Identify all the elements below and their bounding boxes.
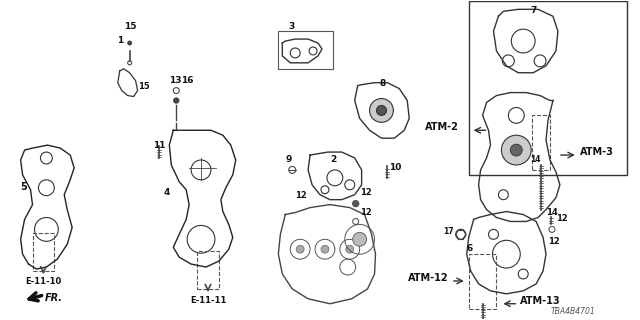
Text: 9: 9 <box>285 155 292 164</box>
Text: 12: 12 <box>360 188 371 197</box>
Bar <box>278 31 333 69</box>
Text: 17: 17 <box>444 227 454 236</box>
Circle shape <box>321 245 329 253</box>
Text: 10: 10 <box>389 163 402 172</box>
Circle shape <box>353 201 358 207</box>
Bar <box>468 1 627 175</box>
Text: ATM-13: ATM-13 <box>520 296 561 306</box>
Circle shape <box>353 232 367 246</box>
Circle shape <box>174 98 179 103</box>
Text: 16: 16 <box>181 76 194 85</box>
Text: ATM-2: ATM-2 <box>425 122 459 132</box>
Circle shape <box>346 245 354 253</box>
Circle shape <box>510 144 522 156</box>
Text: E-11-11: E-11-11 <box>190 296 226 305</box>
Text: 14: 14 <box>531 155 541 164</box>
Circle shape <box>501 135 531 165</box>
Text: 7: 7 <box>530 6 536 15</box>
Circle shape <box>296 245 304 253</box>
Bar <box>532 116 550 170</box>
Text: 12: 12 <box>548 237 560 246</box>
Text: 11: 11 <box>154 141 166 150</box>
Text: 4: 4 <box>163 188 170 197</box>
Bar <box>197 251 219 289</box>
Text: E-11-10: E-11-10 <box>26 277 61 286</box>
Text: FR.: FR. <box>44 293 63 303</box>
Text: 12: 12 <box>556 214 568 223</box>
Bar <box>33 233 54 271</box>
Text: 15: 15 <box>138 82 149 91</box>
Text: 12: 12 <box>295 191 307 200</box>
Circle shape <box>369 99 394 122</box>
Bar <box>468 254 497 309</box>
Text: 8: 8 <box>380 79 386 88</box>
Text: TBA4B4701: TBA4B4701 <box>551 307 596 316</box>
Text: 15: 15 <box>124 22 136 31</box>
Text: 12: 12 <box>360 208 371 217</box>
Text: ATM-12: ATM-12 <box>408 273 449 283</box>
Text: 3: 3 <box>288 22 294 31</box>
Circle shape <box>127 41 132 45</box>
Circle shape <box>376 106 387 116</box>
Text: 1: 1 <box>116 36 123 45</box>
Text: 14: 14 <box>546 208 558 217</box>
Text: 2: 2 <box>330 155 336 164</box>
Text: 13: 13 <box>170 76 182 85</box>
Text: 6: 6 <box>467 244 473 253</box>
Text: ATM-3: ATM-3 <box>580 147 614 157</box>
Text: 5: 5 <box>20 182 28 192</box>
